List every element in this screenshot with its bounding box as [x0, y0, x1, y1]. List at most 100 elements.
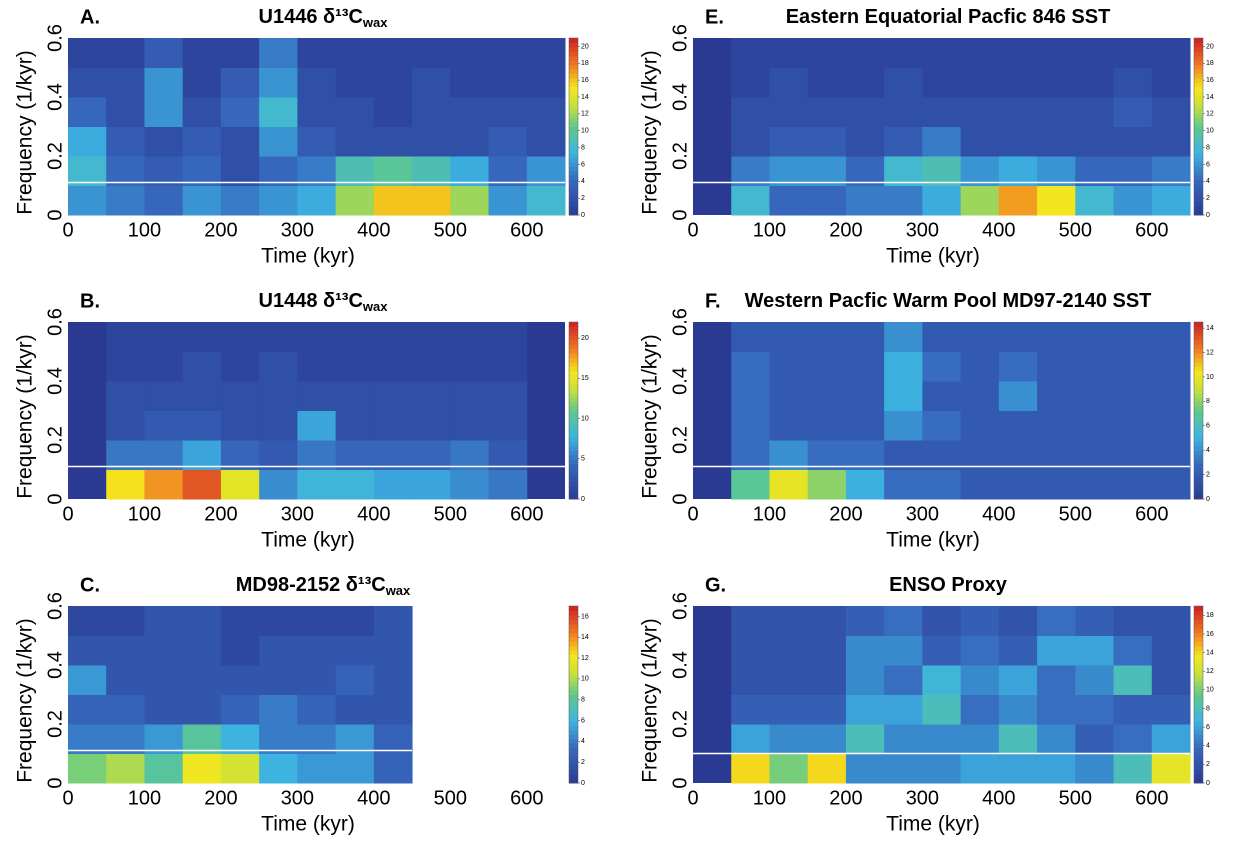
- heat-cell: [144, 410, 184, 441]
- heat-cell: [1151, 126, 1191, 157]
- colorbar-tick-label: 0: [1206, 780, 1210, 787]
- heat-cell: [106, 381, 145, 411]
- heat-cell: [1037, 322, 1076, 352]
- heat-cell: [373, 156, 413, 186]
- heat-cell: [998, 322, 1038, 352]
- heat-cell: [1151, 694, 1191, 725]
- colorbar-segment: [1194, 459, 1203, 465]
- colorbar-segment: [1194, 51, 1203, 57]
- colorbar-segment: [569, 752, 578, 757]
- heat-cell: [998, 753, 1038, 784]
- colorbar-segment: [1194, 472, 1203, 478]
- heat-cell: [960, 381, 1000, 411]
- heat-cell: [731, 97, 770, 127]
- y-axis-label: Frequency (1/kyr): [639, 50, 662, 215]
- heat-cell: [297, 38, 337, 68]
- colorbar-segment: [1194, 756, 1203, 762]
- x-tick-label: 500: [1059, 503, 1092, 525]
- heat-cell: [1075, 97, 1115, 127]
- colorbar-segment: [569, 659, 578, 665]
- colorbar-tick-label: 10: [581, 128, 589, 135]
- heat-cell: [106, 156, 145, 186]
- heat-cell: [960, 185, 1000, 216]
- colorbar-segment: [569, 663, 578, 669]
- heat-cell: [412, 38, 451, 68]
- colorbar-segment: [1194, 144, 1203, 150]
- colorbar-segment: [569, 366, 578, 372]
- colorbar-segment: [1194, 481, 1203, 487]
- colorbar-segment: [569, 441, 578, 447]
- heat-cell: [182, 67, 222, 98]
- x-tick-label: 600: [510, 219, 543, 241]
- heat-cell: [922, 322, 962, 352]
- heat-cell: [922, 97, 962, 127]
- colorbar-tick-label: 8: [1206, 705, 1210, 712]
- heat-cell: [1075, 185, 1115, 216]
- colorbar-segment: [1194, 659, 1203, 665]
- heat-cell: [1037, 410, 1076, 441]
- colorbar-segment: [569, 632, 578, 638]
- heat-cell: [182, 38, 222, 68]
- heat-cell: [488, 351, 528, 382]
- heat-cell: [297, 351, 337, 382]
- colorbar-segment: [569, 778, 578, 784]
- heat-cell: [807, 665, 847, 695]
- heat-cell: [182, 381, 222, 411]
- heat-cell: [220, 665, 260, 695]
- colorbar-tick-label: 16: [581, 613, 589, 620]
- heat-cell: [1075, 724, 1115, 754]
- colorbar-segment: [1194, 428, 1203, 434]
- colorbar-segment: [569, 450, 578, 456]
- colorbar-segment: [569, 188, 578, 194]
- colorbar-tick-label: 14: [1206, 325, 1214, 332]
- colorbar-segment: [569, 419, 578, 425]
- heat-cell: [297, 694, 337, 725]
- heat-cell: [297, 753, 337, 784]
- heat-cell: [769, 185, 809, 216]
- colorbar-segment: [569, 437, 578, 442]
- colorbar-segment: [569, 694, 578, 700]
- colorbar-segment: [1194, 153, 1203, 158]
- panel-label: B.: [80, 290, 100, 312]
- heat-cell: [335, 322, 375, 352]
- heat-cell: [144, 126, 184, 157]
- heat-cell: [335, 724, 375, 754]
- colorbar-segment: [1194, 46, 1203, 52]
- heat-cell: [412, 67, 451, 98]
- heat-cell: [1113, 67, 1153, 98]
- colorbar-segment: [1194, 703, 1203, 709]
- heat-cell: [259, 38, 298, 68]
- colorbar-tick-label: 0: [1206, 496, 1210, 503]
- colorbar-segment: [569, 654, 578, 660]
- heat-cell: [845, 185, 885, 216]
- colorbar-segment: [1194, 188, 1203, 194]
- colorbar-segment: [569, 201, 578, 207]
- heat-cell: [731, 156, 770, 186]
- heat-cell: [1151, 724, 1191, 754]
- heat-cell: [845, 469, 885, 500]
- colorbar-segment: [569, 685, 578, 691]
- heat-cell: [1151, 381, 1191, 411]
- heat-cell: [106, 322, 145, 352]
- heat-cell: [68, 156, 107, 186]
- heat-cell: [144, 753, 184, 784]
- colorbar-segment: [569, 68, 578, 74]
- colorbar-segment: [1194, 606, 1203, 611]
- x-tick-label: 600: [510, 503, 543, 525]
- heat-cell: [373, 753, 413, 784]
- colorbar-segment: [1194, 672, 1203, 678]
- x-tick-label: 500: [434, 787, 467, 809]
- colorbar-tick-label: 6: [581, 161, 585, 168]
- y-tick-label: 0.6: [44, 24, 66, 52]
- colorbar-segment: [569, 175, 578, 181]
- heat-cell: [144, 469, 184, 500]
- heat-cell: [412, 97, 451, 127]
- colorbar-segment: [1194, 445, 1203, 451]
- heat-cell: [807, 351, 847, 382]
- colorbar-segment: [569, 122, 578, 127]
- x-tick-label: 200: [829, 503, 862, 525]
- heat-cell: [731, 38, 770, 68]
- heat-cell: [182, 724, 222, 754]
- colorbar-segment: [1194, 423, 1203, 429]
